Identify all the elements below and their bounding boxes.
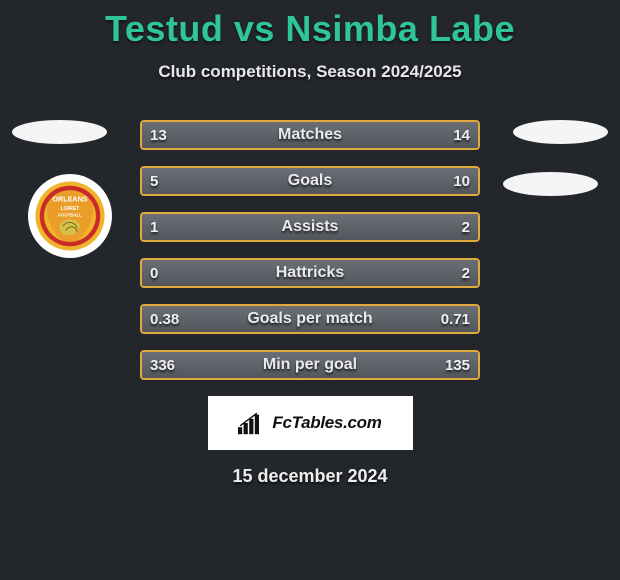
brand-footer[interactable]: FcTables.com: [208, 396, 413, 450]
stat-row: 510Goals: [140, 166, 480, 196]
stat-row: 0.380.71Goals per match: [140, 304, 480, 334]
svg-text:LOIRET: LOIRET: [61, 206, 80, 212]
stat-row: 02Hattricks: [140, 258, 480, 288]
stat-label: Goals: [142, 168, 478, 194]
stat-label: Min per goal: [142, 352, 478, 378]
stats-container: 1314Matches 510Goals 12Assists 02Hattricks 0…: [140, 120, 480, 380]
svg-text:FOOTBALL: FOOTBALL: [58, 213, 82, 218]
stat-label: Hattricks: [142, 260, 478, 286]
brand-footer-text: FcTables.com: [272, 413, 381, 433]
stat-row: 336135Min per goal: [140, 350, 480, 380]
stat-label: Assists: [142, 214, 478, 240]
player-right-avatar-placeholder: [513, 120, 608, 144]
page-subtitle: Club competitions, Season 2024/2025: [0, 62, 620, 82]
player-left-club-badge: ORLEANS LOIRET FOOTBALL: [28, 174, 112, 258]
player-left-avatar-placeholder: [12, 120, 107, 144]
stat-row: 1314Matches: [140, 120, 480, 150]
svg-text:ORLEANS: ORLEANS: [52, 195, 87, 204]
page-title: Testud vs Nsimba Labe: [0, 0, 620, 50]
stat-label: Matches: [142, 122, 478, 148]
stat-row: 12Assists: [140, 212, 480, 242]
orleans-badge-icon: ORLEANS LOIRET FOOTBALL: [34, 180, 106, 252]
fctables-logo-icon: [238, 411, 266, 435]
player-right-club-placeholder: [503, 172, 598, 196]
compare-area: ORLEANS LOIRET FOOTBALL 1314Matches 510Go…: [0, 120, 620, 380]
stat-label: Goals per match: [142, 306, 478, 332]
date-text: 15 december 2024: [0, 466, 620, 487]
